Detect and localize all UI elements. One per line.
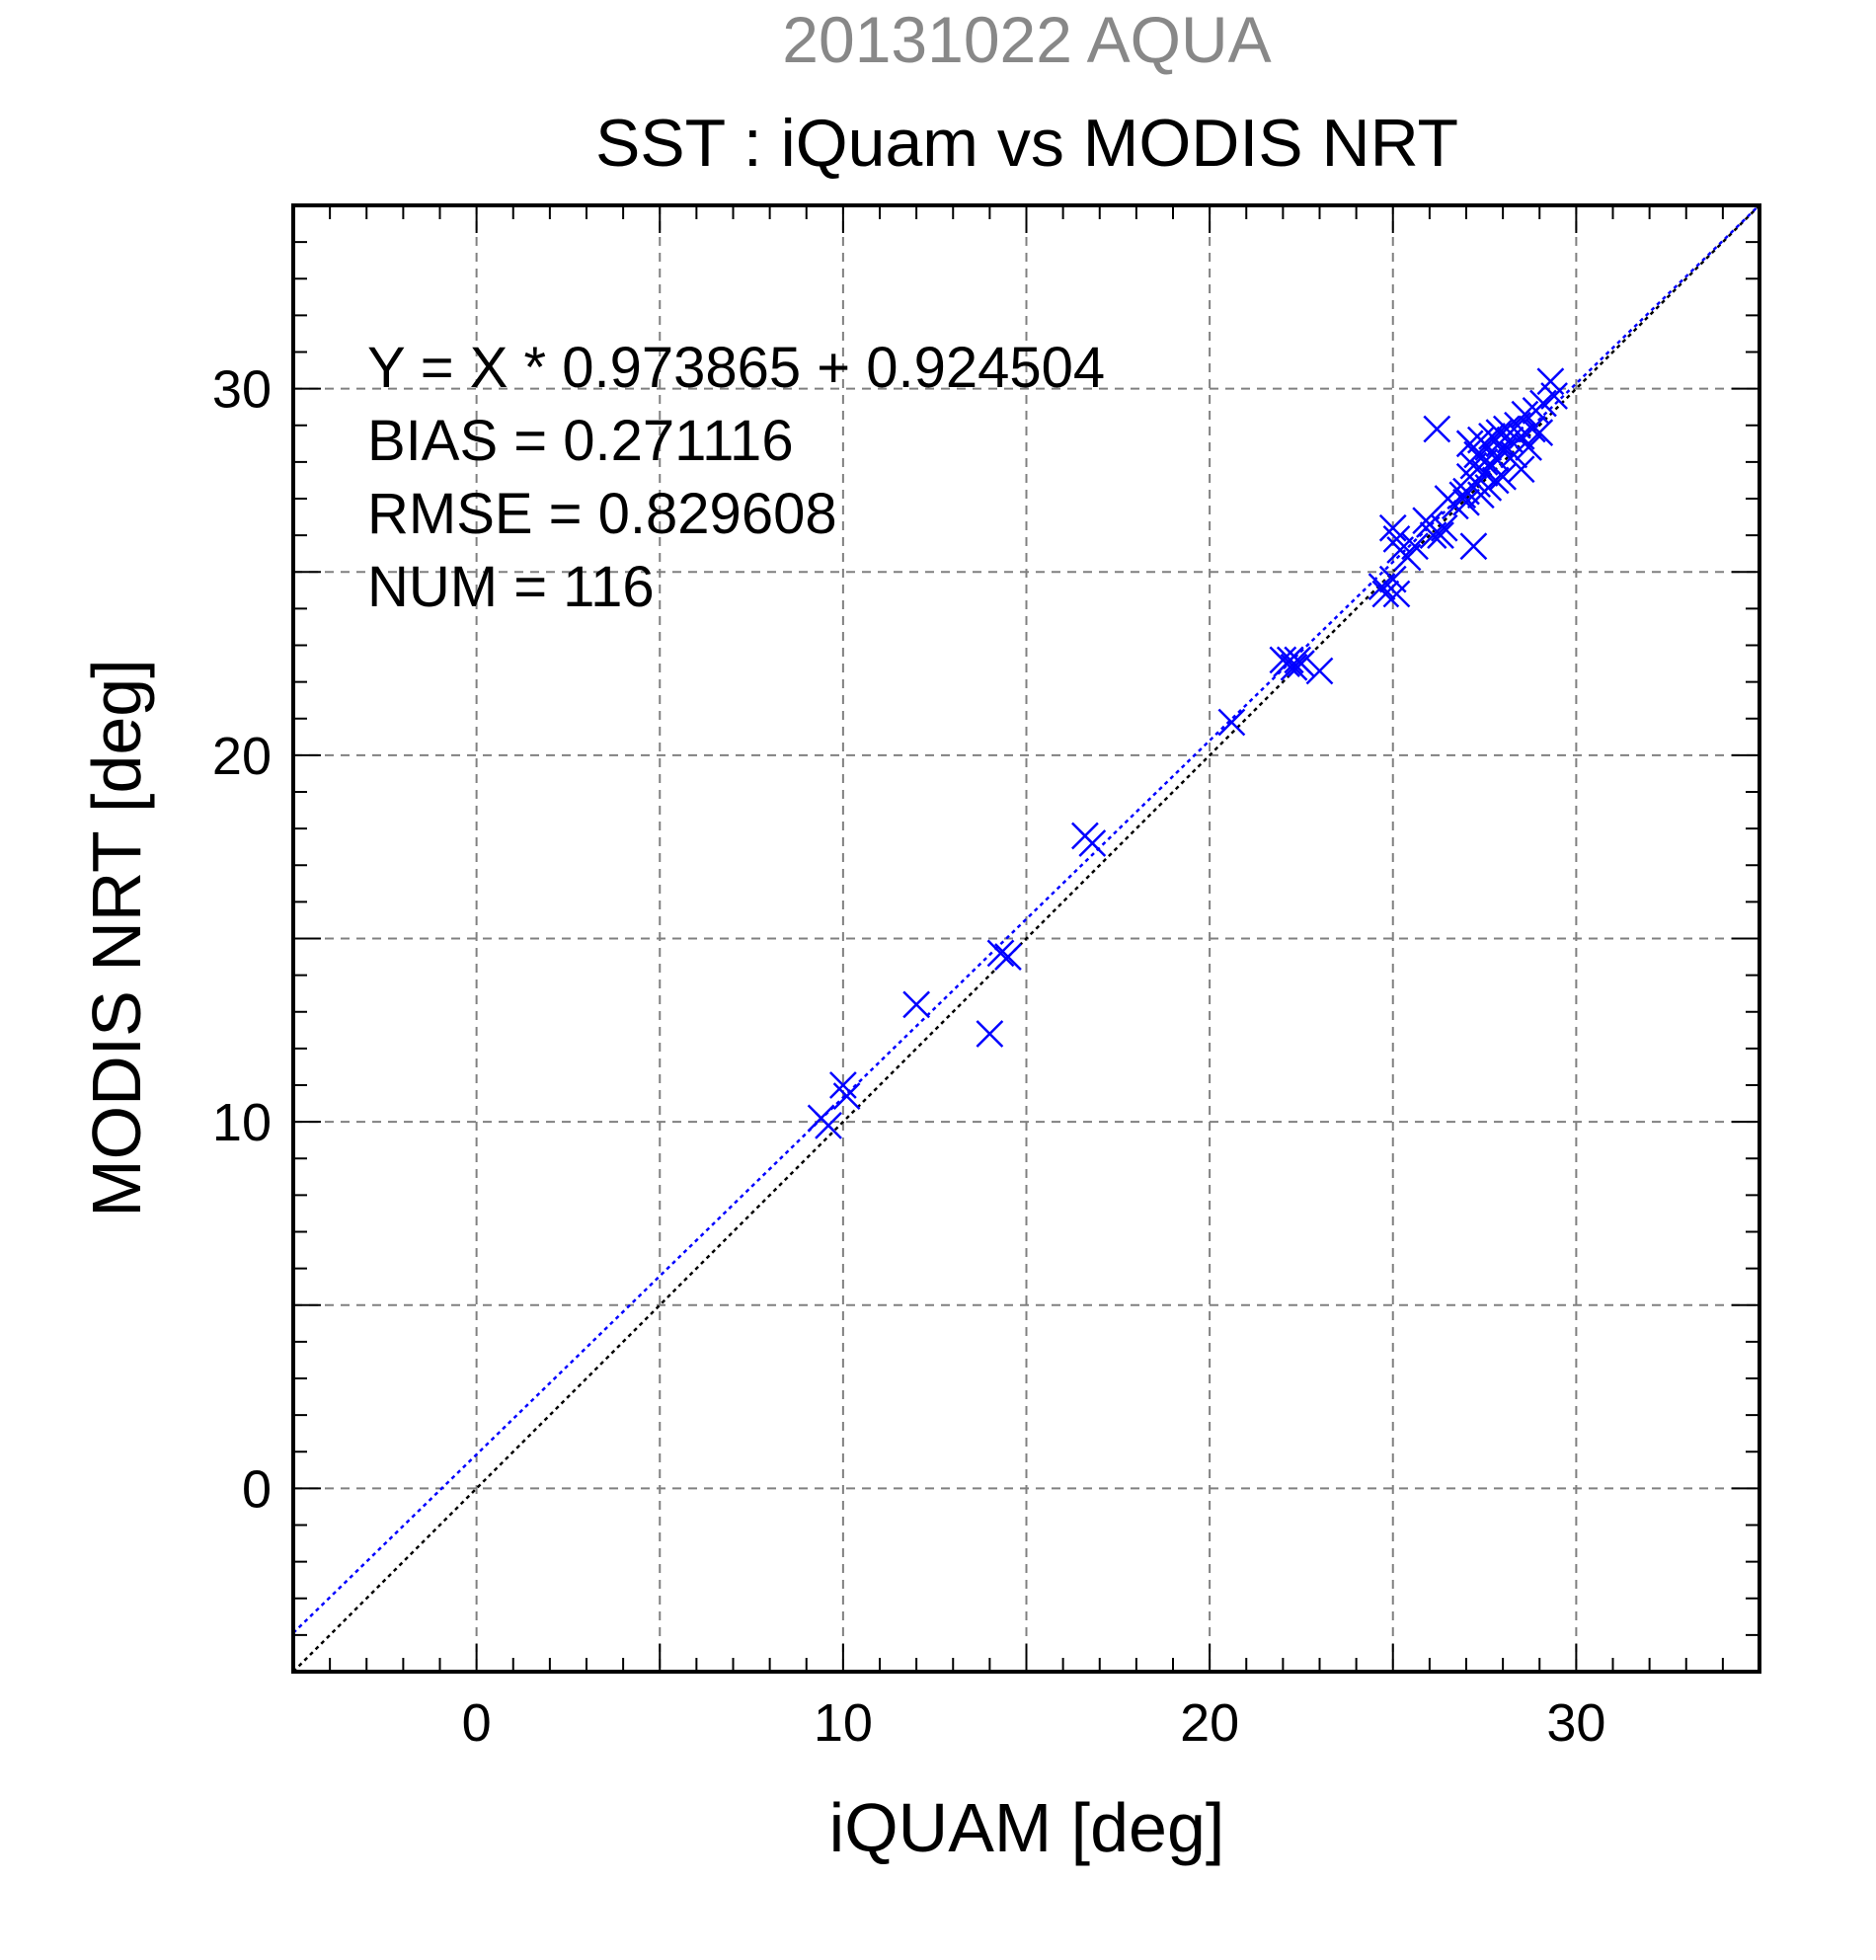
- data-point: [1423, 415, 1451, 443]
- data-point-stroke: [1288, 650, 1315, 677]
- stats-line-num: NUM = 116: [367, 555, 655, 619]
- stats-line-bias: BIAS = 0.271116: [367, 409, 794, 473]
- data-point: [902, 990, 931, 1019]
- data-point: [1507, 455, 1535, 484]
- data-point: [1371, 580, 1400, 608]
- data-point: [1525, 419, 1554, 447]
- data-point: [994, 943, 1022, 971]
- y-tick-label: 30: [212, 360, 272, 420]
- y-tick-label: 10: [212, 1093, 272, 1152]
- grid-lines: [293, 205, 1759, 1672]
- data-point-stroke: [1427, 521, 1454, 550]
- y-axis-label: MODIS NRT [deg]: [78, 659, 155, 1216]
- data-point: [1382, 580, 1411, 608]
- data-point-stroke: [1378, 513, 1407, 542]
- data-point-stroke: [1276, 646, 1304, 674]
- data-point-stroke: [1371, 580, 1400, 608]
- data-point-stroke: [1507, 455, 1535, 484]
- data-point: [1500, 440, 1528, 469]
- data-point: [1452, 488, 1480, 516]
- data-point-stroke: [994, 943, 1022, 971]
- data-point: [1280, 653, 1308, 681]
- data-point-stroke: [1401, 532, 1429, 561]
- data-point-stroke: [1489, 462, 1518, 491]
- data-point-stroke: [1452, 488, 1480, 516]
- data-point: [815, 1111, 842, 1139]
- data-point-stroke: [1481, 466, 1510, 495]
- data-point: [1511, 400, 1539, 429]
- data-point-stroke: [1459, 532, 1488, 561]
- data-point-stroke: [1511, 400, 1539, 429]
- data-point: [1078, 829, 1107, 857]
- data-point: [828, 1071, 857, 1099]
- stats-line-rmse: RMSE = 0.829608: [367, 482, 837, 546]
- data-point-stroke: [1280, 653, 1308, 681]
- data-point-stroke: [1496, 426, 1524, 454]
- data-point-stroke: [1382, 524, 1411, 553]
- data-point-stroke: [1382, 580, 1411, 608]
- data-point: [1540, 382, 1568, 410]
- stats-line-equation: Y = X * 0.973865 + 0.924504: [367, 336, 1105, 400]
- data-point: [1427, 521, 1454, 550]
- data-point-stroke: [1305, 657, 1334, 685]
- data-point-stroke: [815, 1111, 842, 1139]
- data-point: [1489, 462, 1518, 491]
- chart-title: SST : iQuam vs MODIS NRT: [595, 106, 1458, 181]
- x-tick-label: 10: [814, 1693, 873, 1753]
- data-point: [1382, 524, 1411, 553]
- data-point-stroke: [1525, 419, 1554, 447]
- data-point-stroke: [1536, 367, 1565, 396]
- x-tick-label: 0: [462, 1693, 492, 1753]
- data-point-stroke: [828, 1071, 857, 1099]
- data-point-stroke: [1430, 513, 1458, 542]
- data-point: [1217, 708, 1246, 737]
- data-point-stroke: [1500, 440, 1528, 469]
- data-point: [1518, 415, 1546, 443]
- y-tick-label: 20: [212, 727, 272, 786]
- data-point: [976, 1020, 1004, 1048]
- data-point-stroke: [1217, 708, 1246, 737]
- x-axis-label: iQUAM [deg]: [829, 1789, 1225, 1866]
- x-tick-label: 30: [1546, 1693, 1605, 1753]
- data-point: [1492, 415, 1521, 443]
- stats-box: Y = X * 0.973865 + 0.924504 BIAS = 0.271…: [367, 336, 1105, 619]
- tick-labels: 0 10 20 30 0 10 20 30: [212, 360, 1605, 1753]
- data-point-stroke: [1378, 565, 1407, 593]
- data-point-stroke: [1540, 382, 1568, 410]
- data-point-stroke: [832, 1082, 861, 1111]
- reference-lines: [292, 204, 1760, 1673]
- data-point-stroke: [1515, 433, 1542, 461]
- data-point: [1288, 650, 1315, 677]
- data-point-stroke: [986, 939, 1015, 968]
- data-point: [1276, 646, 1304, 674]
- plot-frame: [291, 203, 1761, 1674]
- data-point: [832, 1082, 861, 1111]
- data-point: [1515, 433, 1542, 461]
- data-point: [1481, 466, 1510, 495]
- x-tick-label: 20: [1180, 1693, 1239, 1753]
- data-point-stroke: [1518, 415, 1546, 443]
- data-point: [1305, 657, 1334, 685]
- data-point: [1401, 532, 1429, 561]
- y-tick-label: 0: [242, 1459, 272, 1519]
- data-point-stroke: [1492, 415, 1521, 443]
- data-point: [1459, 532, 1488, 561]
- fit-line: [292, 204, 1760, 1634]
- chart-date-title: 20131022 AQUA: [782, 3, 1271, 76]
- data-point-stroke: [902, 990, 931, 1019]
- data-point: [1378, 513, 1407, 542]
- data-point-stroke: [1078, 829, 1107, 857]
- data-point-stroke: [1423, 415, 1451, 443]
- data-point: [986, 939, 1015, 968]
- data-points: [807, 367, 1568, 1139]
- identity-line: [292, 204, 1760, 1673]
- data-point: [1430, 513, 1458, 542]
- data-point-stroke: [976, 1020, 1004, 1048]
